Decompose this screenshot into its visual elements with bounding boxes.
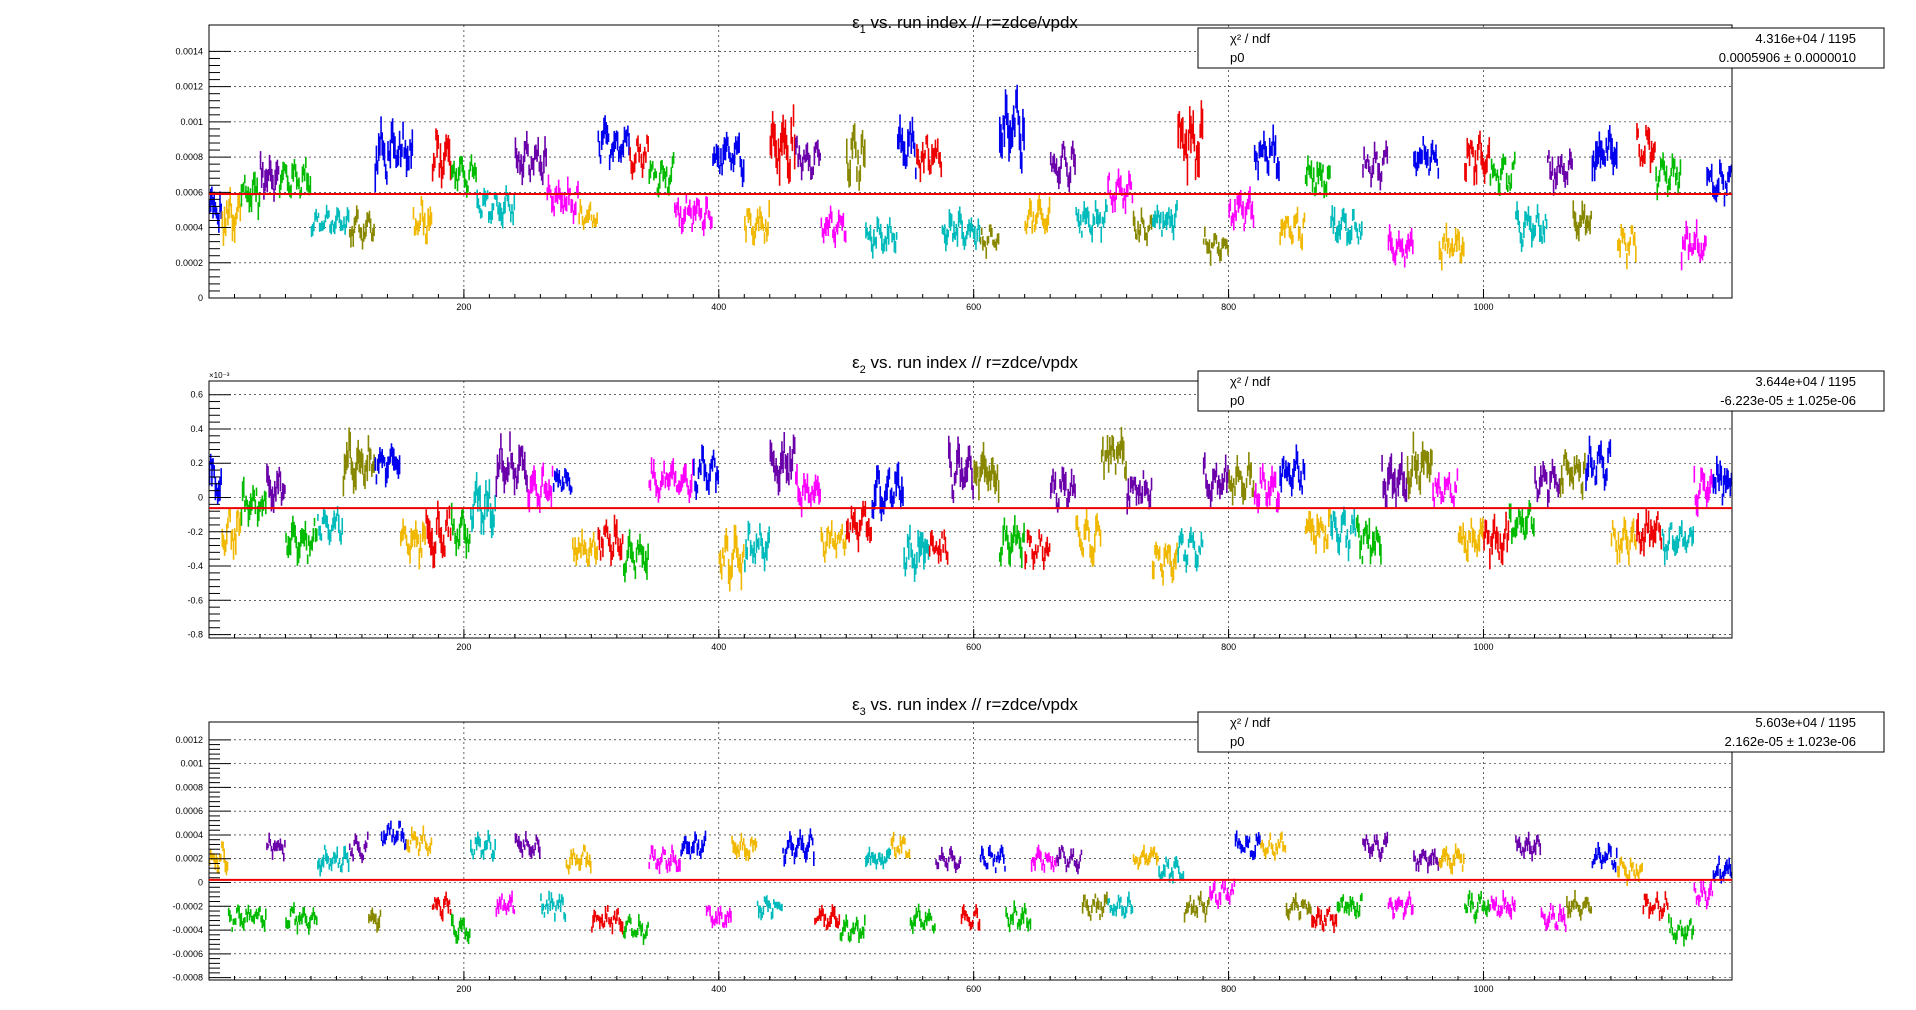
y-tick-label: 0.0004 bbox=[175, 223, 203, 233]
data-points bbox=[208, 820, 1733, 947]
y-tick-label: 0.4 bbox=[190, 424, 203, 434]
axes: 200 400 600 800 1000 0 0.0002 0.0004 0.0006 0.000… bbox=[175, 46, 1714, 312]
stats-p0-label: p0 bbox=[1230, 734, 1244, 749]
stats-p0-value: 0.0005906 ± 0.0000010 bbox=[1719, 50, 1856, 65]
stats-chi2-label: χ² / ndf bbox=[1230, 715, 1270, 730]
axes: 200 400 600 800 1000 -0.8 -0.6 -0.4 -0.2 0 0.2 0.4 0… bbox=[187, 390, 1714, 652]
stats-box-frame bbox=[1197, 370, 1885, 412]
panel-title: ε1 vs. run index // r=zdce/vpdx bbox=[852, 13, 1078, 36]
x-tick-label: 800 bbox=[1221, 984, 1236, 994]
stats-p0-label: p0 bbox=[1230, 393, 1244, 408]
y-tick-label: 0.0008 bbox=[175, 782, 203, 792]
stats-chi2-label: χ² / ndf bbox=[1230, 374, 1270, 389]
x-tick-label: 600 bbox=[966, 302, 981, 312]
axes: 200 400 600 800 1000 -0.0008 -0.0006 -0.0004 -0.… bbox=[172, 735, 1714, 994]
y-tick-label: 0.0002 bbox=[175, 258, 203, 268]
stats-p0-value: 2.162e-05 ± 1.023e-06 bbox=[1725, 734, 1856, 749]
y-tick-label: 0.0006 bbox=[175, 806, 203, 816]
y-axis-exponent: ×10⁻³ bbox=[209, 371, 230, 380]
x-tick-label: 1000 bbox=[1473, 302, 1493, 312]
y-tick-label: -0.0004 bbox=[172, 925, 203, 935]
stats-p0-value: -6.223e-05 ± 1.025e-06 bbox=[1720, 393, 1856, 408]
y-tick-label: 0.001 bbox=[180, 117, 203, 127]
epsilon2-panel: ε2 vs. run index // r=zdce/vpdx ×10⁻³ 20… bbox=[187, 353, 1885, 652]
y-tick-label: 0.001 bbox=[180, 759, 203, 769]
x-tick-label: 200 bbox=[456, 642, 471, 652]
x-tick-label: 400 bbox=[711, 302, 726, 312]
y-tick-label: 0 bbox=[198, 493, 203, 503]
x-tick-label: 400 bbox=[711, 642, 726, 652]
stats-p0-label: p0 bbox=[1230, 50, 1244, 65]
y-tick-label: 0 bbox=[198, 878, 203, 888]
y-tick-label: -0.0008 bbox=[172, 973, 203, 983]
x-tick-label: 200 bbox=[456, 984, 471, 994]
y-tick-label: 0 bbox=[198, 293, 203, 303]
y-tick-label: 0.0002 bbox=[175, 854, 203, 864]
y-tick-label: 0.0012 bbox=[175, 82, 203, 92]
y-tick-label: 0.0006 bbox=[175, 187, 203, 197]
x-tick-label: 600 bbox=[966, 984, 981, 994]
plot-frame bbox=[208, 380, 1733, 639]
y-tick-label: 0.0012 bbox=[175, 735, 203, 745]
y-tick-label: -0.0002 bbox=[172, 901, 203, 911]
stats-chi2-value: 5.603e+04 / 1195 bbox=[1755, 715, 1856, 730]
y-tick-label: -0.6 bbox=[187, 595, 203, 605]
x-tick-label: 400 bbox=[711, 984, 726, 994]
x-tick-label: 600 bbox=[966, 642, 981, 652]
stats-box-frame bbox=[1197, 711, 1885, 753]
stats-box-frame bbox=[1197, 27, 1885, 69]
y-tick-label: -0.2 bbox=[187, 527, 203, 537]
data-points bbox=[208, 426, 1733, 592]
stats-chi2-value: 4.316e+04 / 1195 bbox=[1755, 31, 1856, 46]
y-tick-label: 0.2 bbox=[190, 458, 203, 468]
x-tick-label: 1000 bbox=[1473, 984, 1493, 994]
stats-box: χ² / ndf 5.603e+04 / 1195 p0 2.162e-05 ±… bbox=[1197, 711, 1885, 753]
y-tick-label: 0.6 bbox=[190, 390, 203, 400]
y-tick-label: 0.0014 bbox=[175, 46, 203, 56]
stats-chi2-value: 3.644e+04 / 1195 bbox=[1755, 374, 1856, 389]
y-tick-label: 0.0004 bbox=[175, 830, 203, 840]
plot-frame bbox=[208, 24, 1733, 299]
stats-box: χ² / ndf 4.316e+04 / 1195 p0 0.0005906 ±… bbox=[1197, 27, 1885, 69]
data-points bbox=[208, 84, 1733, 271]
y-tick-label: -0.0006 bbox=[172, 949, 203, 959]
stats-chi2-label: χ² / ndf bbox=[1230, 31, 1270, 46]
x-tick-label: 1000 bbox=[1473, 642, 1493, 652]
y-tick-label: 0.0008 bbox=[175, 152, 203, 162]
panel-title: ε2 vs. run index // r=zdce/vpdx bbox=[852, 353, 1078, 376]
stats-box: χ² / ndf 3.644e+04 / 1195 p0 -6.223e-05 … bbox=[1197, 370, 1885, 412]
y-tick-label: -0.4 bbox=[187, 561, 203, 571]
panel-title: ε3 vs. run index // r=zdce/vpdx bbox=[852, 695, 1078, 718]
x-tick-label: 800 bbox=[1221, 642, 1236, 652]
epsilon3-panel: ε3 vs. run index // r=zdce/vpdx 200 400 60… bbox=[172, 695, 1885, 994]
epsilon1-panel: ε1 vs. run index // r=zdce/vpdx 200 400 60… bbox=[175, 13, 1885, 312]
x-tick-label: 200 bbox=[456, 302, 471, 312]
y-tick-label: -0.8 bbox=[187, 630, 203, 640]
grid bbox=[209, 722, 1732, 980]
x-tick-label: 800 bbox=[1221, 302, 1236, 312]
plot-frame bbox=[208, 721, 1733, 981]
